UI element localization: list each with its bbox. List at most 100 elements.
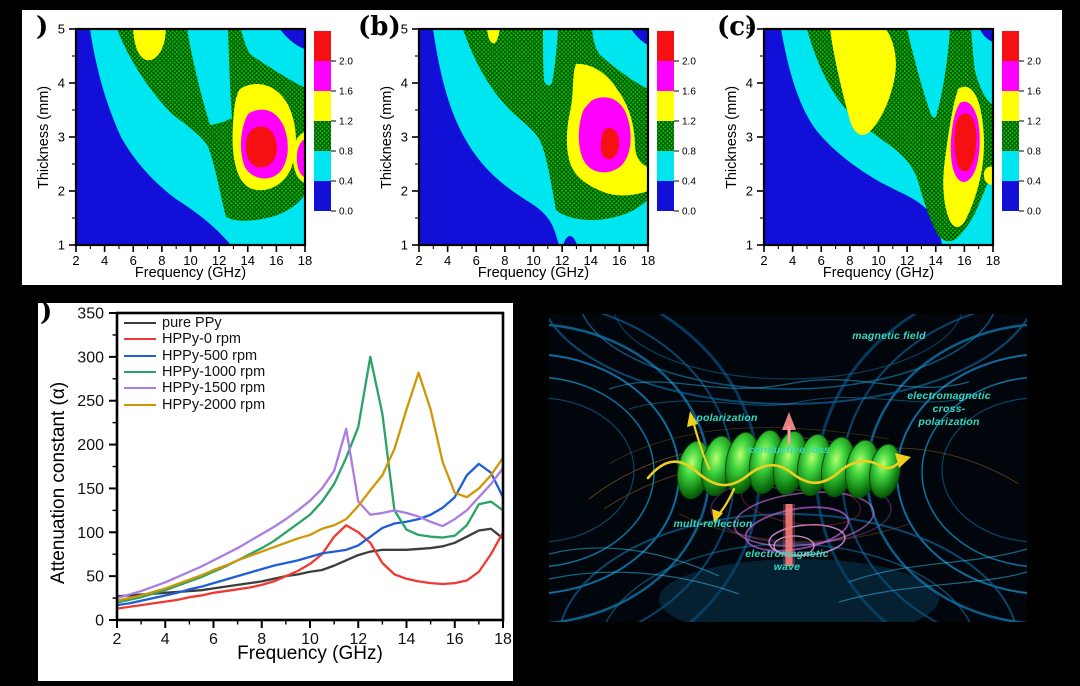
wave-arrowheads <box>687 411 911 523</box>
legend-label: HPPy-2000 rpm <box>162 396 266 413</box>
colorbar-tick-label: 2.0 <box>339 57 353 68</box>
legend-swatch <box>124 354 156 357</box>
colorbar-tick-label: 1.2 <box>682 117 696 128</box>
colorbar-tick-label: 0.0 <box>682 207 696 218</box>
colorbar-tick-label: 0.4 <box>339 177 353 188</box>
legend-label: HPPy-1000 rpm <box>162 364 266 381</box>
tick-label: 8 <box>501 253 508 268</box>
illustration-label: electromagnetic wave <box>745 548 829 574</box>
panel-label-c: (c) <box>717 12 758 42</box>
series-hppy-1500-rpm <box>115 427 505 600</box>
colorbar-segment <box>1002 151 1019 181</box>
tick-label: 12 <box>212 253 226 268</box>
tick-label: 12 <box>555 253 569 268</box>
colorbar-segment <box>1002 121 1019 151</box>
tick-label: 10 <box>871 253 885 268</box>
tick-label: 350 <box>77 306 104 323</box>
contour-region-blue-corner <box>631 29 648 45</box>
tick-label: 18 <box>986 253 1000 268</box>
tick-label: 16 <box>269 253 283 268</box>
colorbar-tick-label: 0.8 <box>1027 147 1041 158</box>
contour-region-blue-corner <box>980 29 993 42</box>
colorbar-tick-label: 0.0 <box>339 207 353 218</box>
tick-label: 18 <box>298 253 312 268</box>
colorbar-tick-label: 1.6 <box>682 87 696 98</box>
tick-label: 12 <box>900 253 914 268</box>
tick-label: 6 <box>473 253 480 268</box>
tick-label: 8 <box>846 253 853 268</box>
tick-label: 6 <box>130 253 137 268</box>
x-axis-title: Frequency (GHz) <box>237 643 383 664</box>
illustration-label: conductive loss <box>747 444 831 456</box>
contour-region-blue-bump <box>563 236 577 245</box>
contour-panel-b: Thickness (mm) 2 4 6 8 10 12 14 16 18 1 2 3 4 5 2.0 1.… <box>365 10 717 285</box>
tick-label: 10 <box>183 253 197 268</box>
colorbar-tick-label: 1.2 <box>339 117 353 128</box>
colorbar-segment <box>657 121 674 151</box>
helix-coil <box>676 429 901 500</box>
series-hppy-1000-rpm <box>115 355 505 604</box>
tick-label: 16 <box>612 253 626 268</box>
tick-label: 12 <box>349 631 367 648</box>
tick-label: 14 <box>929 253 943 268</box>
tick-label: 2 <box>415 253 422 268</box>
tick-label: 4 <box>101 253 108 268</box>
legend-item: HPPy-0 rpm <box>124 331 265 347</box>
chart-legend: pure PPy HPPy-0 rpm HPPy-500 rpm HPPy-1000 … <box>124 315 265 413</box>
tick-label: 5 <box>746 22 753 37</box>
tick-label: 2 <box>760 253 767 268</box>
colorbar-segment <box>1002 61 1019 91</box>
tick-label: 4 <box>444 253 451 268</box>
colorbar-segment <box>1002 181 1019 211</box>
contour-region-red <box>954 113 977 172</box>
colorbar-tick-label: 0.0 <box>1027 207 1041 218</box>
tick-label: 150 <box>77 481 104 498</box>
colorbar-tick-label: 1.6 <box>339 87 353 98</box>
tick-label: 1 <box>401 238 408 253</box>
colorbar-tick-label: 0.8 <box>339 147 353 158</box>
tick-label: 2 <box>113 631 122 648</box>
tick-label: 16 <box>446 631 464 648</box>
tick-label: 4 <box>401 76 408 91</box>
tick-label: 14 <box>584 253 598 268</box>
line-chart: 2 4 6 8 10 12 14 16 18 0 50 100 150 200 250 300 350 <box>77 306 512 649</box>
tick-label: 2 <box>746 184 753 199</box>
contour-region-yellow-top <box>487 29 500 44</box>
series-hppy-0-rpm <box>115 524 505 610</box>
colorbar-segment <box>314 61 331 91</box>
illustration-label: electromagnetic cross-polarization <box>907 390 991 429</box>
contour-region-blue-corner <box>280 29 305 49</box>
em-mechanism-illustration: magnetic field electromagnetic cross-pola… <box>549 314 1027 622</box>
colorbar-tick-label: 0.8 <box>682 147 696 158</box>
contour-region-red <box>600 128 620 160</box>
legend-label: HPPy-500 rpm <box>162 347 258 364</box>
colorbar-tick-label: 2.0 <box>682 57 696 68</box>
legend-label: HPPy-1500 rpm <box>162 380 266 397</box>
colorbar-a: 2.0 1.6 1.2 0.8 0.4 0.0 <box>314 31 353 218</box>
tick-label: 18 <box>494 631 512 648</box>
tick-label: 2 <box>401 184 408 199</box>
colorbar-segment <box>314 91 331 121</box>
legend-swatch <box>124 387 156 390</box>
contour-region-red <box>246 126 277 168</box>
panel-label-a: ) <box>36 12 49 42</box>
tick-label: 5 <box>401 22 408 37</box>
tick-label: 8 <box>257 631 266 648</box>
colorbar-segment <box>657 31 674 61</box>
colorbar-c: 2.0 1.6 1.2 0.8 0.4 0.0 <box>1002 31 1041 218</box>
tick-label: 50 <box>86 569 104 586</box>
colorbar-tick-label: 0.4 <box>682 177 696 188</box>
colorbar-segment <box>314 151 331 181</box>
tick-label: 2 <box>72 253 79 268</box>
tick-label: 200 <box>77 437 104 454</box>
colorbar-segment <box>657 61 674 91</box>
tick-label: 18 <box>641 253 655 268</box>
tick-label: 8 <box>158 253 165 268</box>
series-hppy-2000-rpm <box>115 371 505 602</box>
x-axis-title: Frequency (GHz) <box>134 265 247 281</box>
tick-label: 1 <box>746 238 753 253</box>
plot-frame <box>115 311 505 622</box>
